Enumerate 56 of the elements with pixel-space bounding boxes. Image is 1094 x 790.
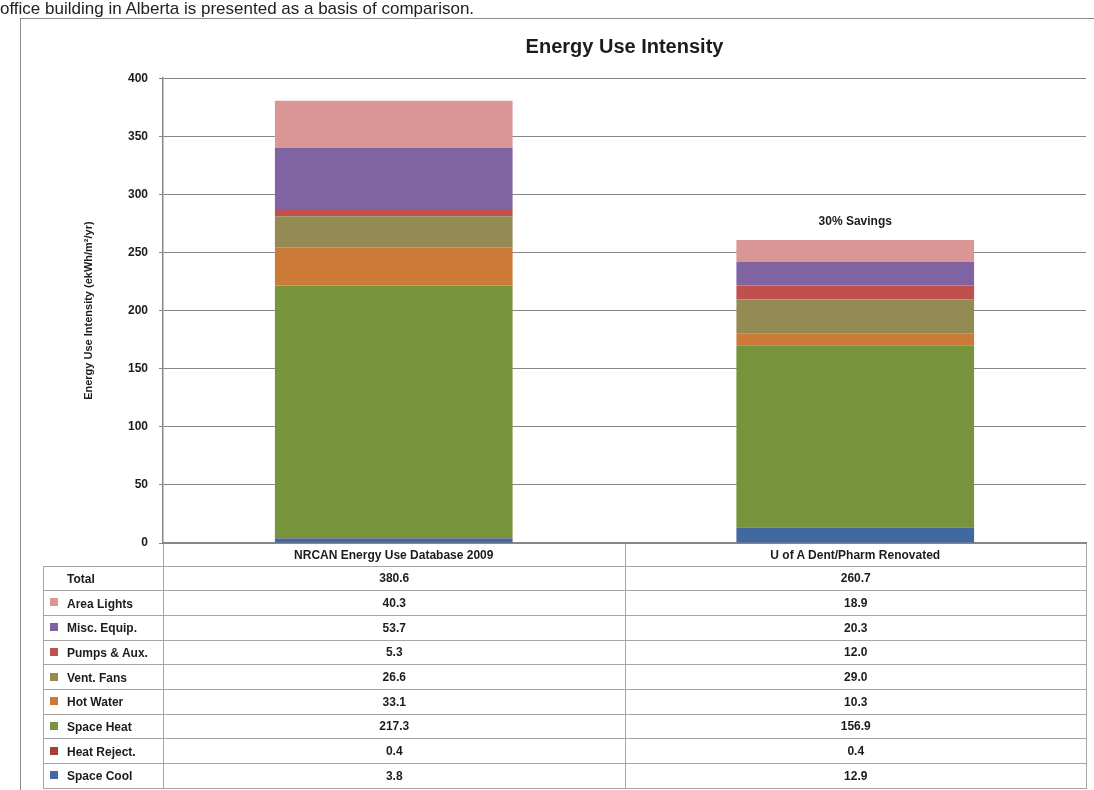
data-label: 156.9 (625, 714, 1087, 739)
y-tick-label: 100 (127, 419, 149, 434)
legend-label: Misc. Equip. (67, 621, 138, 636)
bar (274, 247, 513, 286)
data-label: 20.3 (625, 615, 1087, 641)
bar (274, 285, 513, 539)
text: Total (67, 571, 95, 586)
bar (736, 262, 975, 286)
legend-label: Hot Water (67, 695, 124, 710)
data-label: 26.6 (163, 664, 625, 690)
data-label: 5.3 (163, 640, 625, 665)
data-label: 0.4 (625, 738, 1087, 764)
legend-label: Space Heat (67, 719, 132, 734)
data-label: 3.8 (163, 763, 625, 789)
y-tick-label: 50 (134, 477, 149, 492)
bar (736, 299, 975, 334)
total-label: 380.6 (163, 566, 625, 591)
bar (736, 345, 975, 528)
bar (274, 100, 513, 148)
data-label: 0.4 (163, 738, 625, 764)
bar (736, 528, 975, 543)
bar (274, 147, 513, 211)
data-label: 12.9 (625, 763, 1087, 789)
y-tick-label: 150 (127, 361, 149, 376)
data-label: 29.0 (625, 664, 1087, 690)
chart-title: Energy Use Intensity (524, 34, 725, 59)
legend-label: Heat Reject. (67, 744, 136, 759)
bar (736, 240, 975, 263)
bar (274, 210, 513, 217)
annotation: 30% Savings (818, 214, 893, 229)
data-label: 18.9 (625, 590, 1087, 616)
data-label: 53.7 (163, 615, 625, 641)
total-label: 260.7 (625, 566, 1087, 591)
legend-label: Vent. Fans (67, 670, 128, 685)
data-label: 10.3 (625, 689, 1087, 715)
legend-label: Space Cool (67, 769, 133, 784)
data-label: 33.1 (163, 689, 625, 715)
bar (736, 285, 975, 300)
data-label: 217.3 (163, 714, 625, 739)
x-tick-label: NRCAN Energy Use Database 2009 (294, 547, 494, 562)
x-tick-label: U of A Dent/Pharm Renovated (770, 547, 941, 562)
data-label: 40.3 (163, 590, 625, 616)
y-tick-label: 0 (141, 535, 149, 550)
y-tick-label: 250 (127, 244, 149, 259)
bar (274, 538, 513, 543)
y-tick-label: 200 (127, 302, 149, 317)
y-tick-label: 300 (127, 186, 149, 201)
y-tick-label: 350 (127, 128, 149, 143)
text: office building in Alberta is presented as a basis of comparison. (0, 0, 475, 18)
bar (274, 216, 513, 248)
y-axis-title: Energy Use Intensity (ekWh/m²/yr) (81, 221, 94, 400)
legend-label: Pumps & Aux. (67, 645, 148, 660)
legend-label: Area Lights (67, 596, 134, 611)
y-tick-label: 400 (127, 70, 149, 85)
bar (736, 333, 975, 346)
data-label: 12.0 (625, 640, 1087, 665)
